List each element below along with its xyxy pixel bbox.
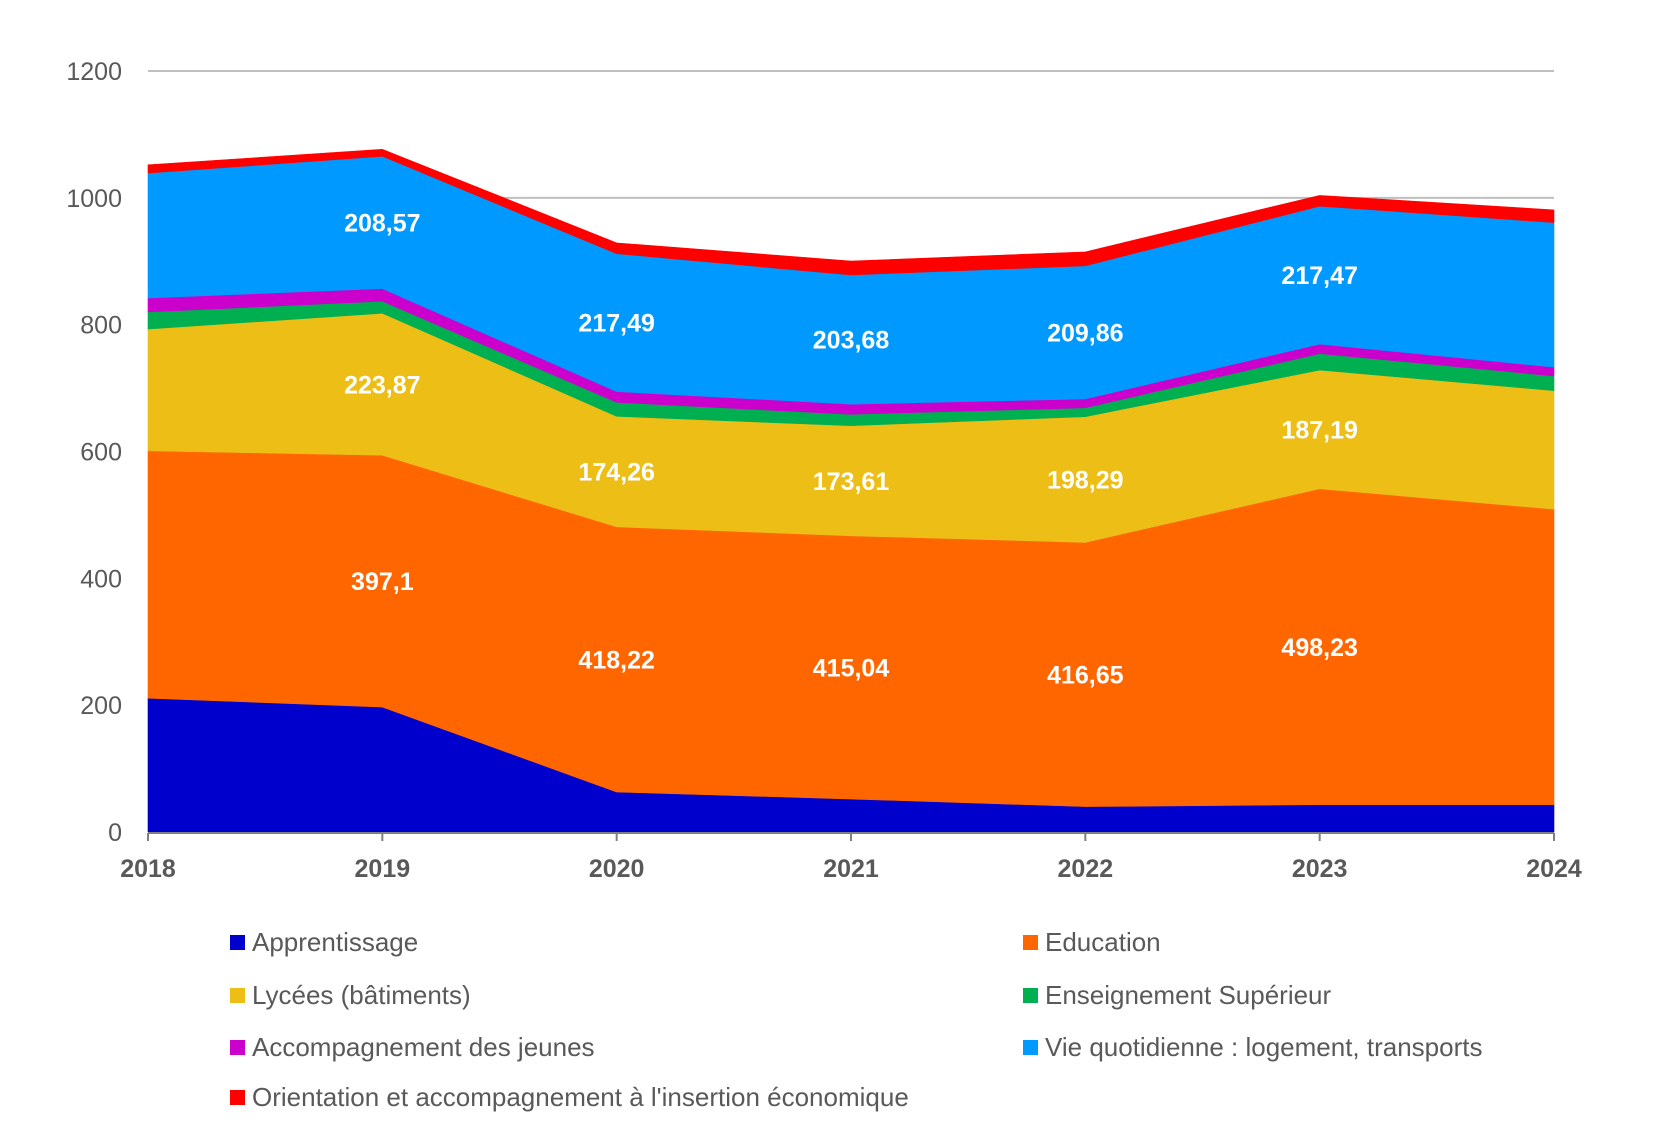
y-tick-label: 0 bbox=[108, 819, 122, 847]
x-tick-label: 2020 bbox=[589, 855, 645, 883]
data-labels: 397,1 418,22 415,04 416,65 498,23 223,87 174,2… bbox=[344, 209, 1358, 689]
area-orientation-et-accompagnement-l-insertion-conomique bbox=[147, 148, 1555, 276]
data-label: 217,47 bbox=[1281, 262, 1357, 290]
x-axis: 2018 2019 2020 2021 2022 2023 2024 bbox=[120, 832, 1582, 883]
data-label: 187,19 bbox=[1281, 416, 1357, 444]
data-label: 174,26 bbox=[578, 459, 654, 487]
data-label: 209,86 bbox=[1047, 319, 1123, 347]
data-label: 418,22 bbox=[578, 646, 654, 674]
data-label: 198,29 bbox=[1047, 467, 1123, 495]
y-tick-label: 600 bbox=[80, 439, 122, 467]
x-tick-label: 2019 bbox=[355, 855, 411, 883]
x-tick-label: 2021 bbox=[823, 855, 879, 883]
data-label: 208,57 bbox=[344, 209, 420, 237]
y-tick-label: 400 bbox=[80, 565, 122, 593]
y-axis: 0 200 400 600 800 1000 1200 bbox=[66, 58, 122, 847]
data-label: 223,87 bbox=[344, 371, 420, 399]
data-label: 173,61 bbox=[813, 468, 890, 496]
x-tick-label: 2018 bbox=[120, 855, 176, 883]
x-tick-label: 2023 bbox=[1292, 855, 1348, 883]
data-label: 217,49 bbox=[578, 310, 654, 338]
y-tick-label: 800 bbox=[80, 312, 122, 340]
data-label: 203,68 bbox=[813, 327, 890, 355]
x-tick-label: 2022 bbox=[1058, 855, 1114, 883]
data-label: 415,04 bbox=[813, 654, 890, 682]
data-label: 416,65 bbox=[1047, 662, 1124, 690]
data-label: 397,1 bbox=[351, 568, 414, 596]
data-label: 498,23 bbox=[1281, 634, 1357, 662]
y-tick-label: 1200 bbox=[66, 58, 122, 86]
y-tick-label: 1000 bbox=[66, 185, 122, 213]
x-tick-label: 2024 bbox=[1526, 855, 1582, 883]
y-tick-label: 200 bbox=[80, 692, 122, 720]
area-series bbox=[147, 148, 1555, 833]
